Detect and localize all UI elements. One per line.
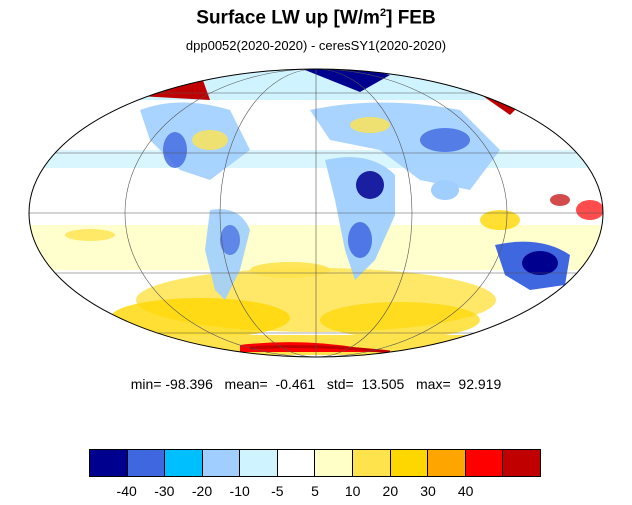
- colorbar-tick-label: -10: [229, 483, 250, 499]
- colorbar-swatch: [465, 450, 504, 476]
- colorbar-tick-label: 30: [420, 483, 436, 499]
- colorbar-swatch: [90, 450, 128, 476]
- colorbar-tick-label: 5: [311, 483, 319, 499]
- colorbar-tick-label: 40: [457, 483, 474, 499]
- colorbar-tick-label: -40: [116, 483, 137, 499]
- globe-outline: [28, 68, 604, 358]
- colorbar-swatch: [165, 450, 203, 476]
- colorbar-tick-label: -5: [271, 483, 284, 499]
- colorbar-swatch: [503, 450, 540, 476]
- colorbar-swatch: [127, 450, 166, 476]
- colorbar-swatch: [240, 450, 278, 476]
- colorbar-tick-label: -30: [154, 483, 175, 499]
- colorbar-swatch: [353, 450, 391, 476]
- map-title: Surface LW up [W/m2] FEB: [196, 7, 436, 29]
- graticule: [29, 69, 603, 357]
- colorbar-swatch: [390, 450, 429, 476]
- colorbar-swatch: [428, 450, 466, 476]
- colorbar-swatch: [277, 450, 316, 476]
- mollweide-map: [28, 68, 604, 358]
- map-subtitle: dpp0052(2020-2020) - ceresSY1(2020-2020): [185, 38, 447, 53]
- colorbar-swatch: [202, 450, 241, 476]
- colorbar-tick-label: -20: [191, 483, 213, 499]
- colorbar-tick-label: 20: [382, 483, 399, 499]
- statistics-line: min= -98.396 mean= -0.461 std= 13.505 ma…: [130, 376, 502, 392]
- colorbar: [89, 449, 541, 477]
- colorbar-swatch: [315, 450, 354, 476]
- colorbar-tick-label: 10: [344, 483, 361, 499]
